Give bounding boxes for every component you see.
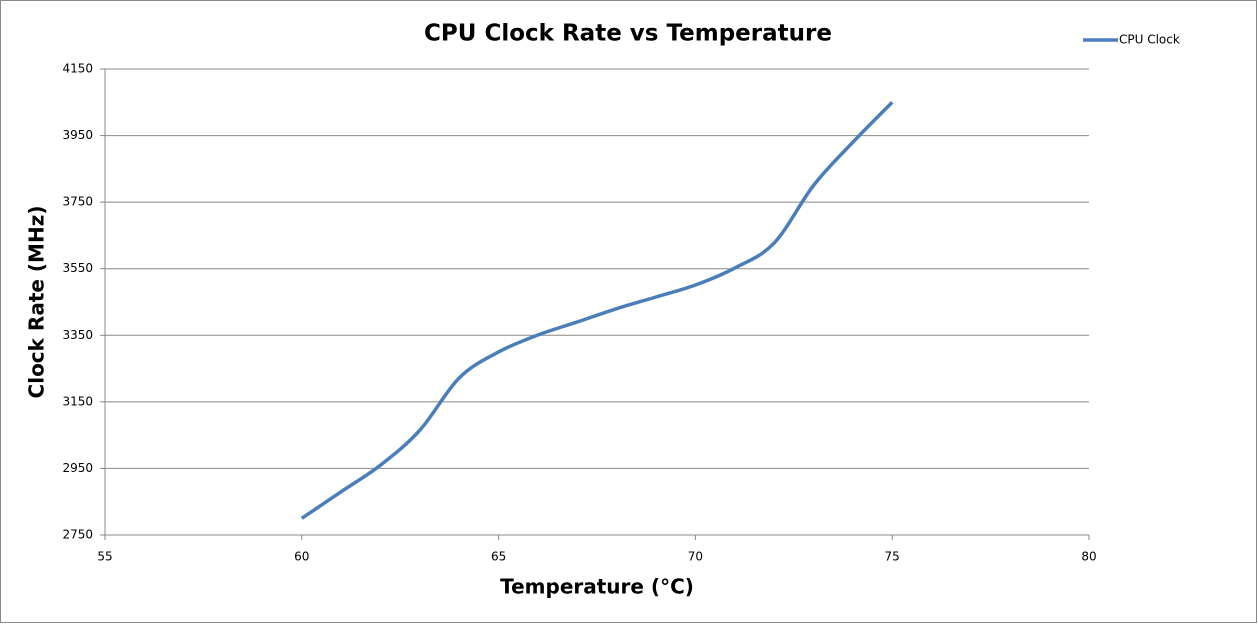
x-tick-label: 65 [491, 550, 506, 564]
y-tick-label: 3950 [62, 128, 93, 142]
x-tick-label: 80 [1081, 550, 1096, 564]
x-tick-label: 70 [688, 550, 703, 564]
x-axis-title: Temperature (°C) [500, 575, 694, 599]
y-tick-label: 2750 [62, 528, 93, 542]
x-tick-label: 75 [885, 550, 900, 564]
y-tick-label: 2950 [62, 461, 93, 475]
x-tick-label: 55 [97, 550, 112, 564]
x-tick-label: 60 [294, 550, 309, 564]
y-tick-label: 4150 [62, 62, 93, 76]
chart-title: CPU Clock Rate vs Temperature [424, 21, 832, 47]
legend-label: CPU Clock [1119, 33, 1180, 47]
y-tick-label: 3550 [62, 261, 93, 275]
y-tick-label: 3350 [62, 328, 93, 342]
data-line [300, 101, 894, 520]
y-tick-label: 3150 [62, 394, 93, 408]
y-tick-label: 3750 [62, 195, 93, 209]
y-axis-title: Clock Rate (MHz) [25, 206, 49, 399]
